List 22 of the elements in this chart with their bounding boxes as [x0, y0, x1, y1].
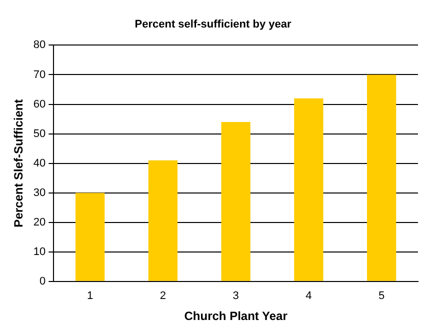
y-tick-label: 40 [33, 157, 46, 170]
x-tick-label: 2 [160, 290, 166, 302]
y-tick-label: 20 [33, 216, 46, 228]
bar [221, 122, 250, 281]
y-tick-label: 70 [33, 68, 46, 81]
x-tick-label: 3 [232, 290, 239, 302]
x-tick-label: 4 [306, 290, 312, 302]
y-tick-label: 0 [40, 275, 46, 288]
bar [294, 98, 324, 281]
y-tick-label: 80 [33, 39, 46, 52]
bar [75, 192, 105, 281]
bar [366, 74, 396, 281]
chart-title: Percent self-sufficient by year [134, 18, 292, 31]
bar [148, 160, 178, 281]
y-tick-label: 10 [33, 246, 46, 258]
y-axis-title: Percent Slef-Sufficient [12, 99, 26, 228]
y-tick-label: 50 [33, 128, 46, 140]
x-tick-label: 5 [378, 290, 385, 302]
x-tick-label: 1 [87, 290, 94, 302]
y-tick-label: 60 [33, 98, 46, 110]
y-tick-label: 30 [33, 186, 46, 199]
x-axis-title: Church Plant Year [184, 309, 288, 324]
